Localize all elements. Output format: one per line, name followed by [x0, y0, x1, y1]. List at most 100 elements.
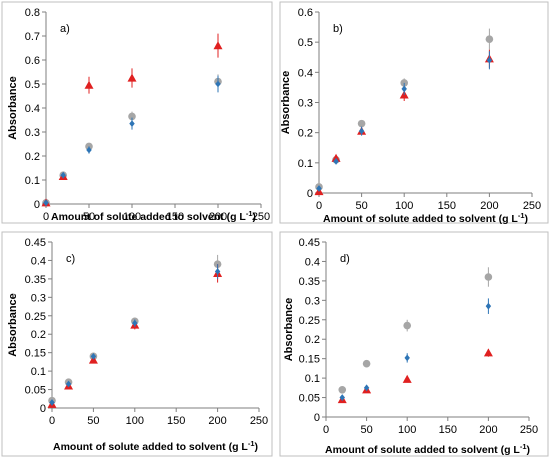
data-point-triangle — [213, 41, 223, 50]
data-point-diamond — [129, 120, 135, 127]
data-point-triangle — [483, 348, 493, 357]
panel-frame — [279, 1, 549, 224]
y-tick-label: 0.5 — [298, 37, 313, 49]
panel-frame — [1, 231, 273, 457]
data-point-diamond — [214, 268, 221, 275]
data-point-diamond — [49, 399, 55, 406]
x-axis-label: Amount of solute added to solvent (g L-1… — [323, 211, 528, 225]
data-point-diamond — [486, 56, 493, 64]
panel-label: a) — [60, 23, 70, 35]
y-tick-label: 0.1 — [31, 366, 46, 378]
y-tick-label: 0.4 — [305, 256, 320, 268]
x-tick-label: 200 — [479, 424, 497, 436]
y-tick-label: 0 — [40, 403, 46, 415]
data-point-diamond — [60, 171, 66, 179]
data-point-circle — [403, 321, 412, 330]
y-tick-label: 0 — [34, 199, 40, 211]
y-axis-label: Absorbance — [7, 293, 19, 357]
x-tick-label: 100 — [126, 415, 144, 427]
y-axis-label: Absorbance — [7, 76, 19, 140]
x-tick-label: 250 — [250, 415, 268, 427]
data-point-circle — [128, 112, 136, 121]
y-tick-label: 0.3 — [31, 292, 46, 304]
panel-label: c) — [66, 253, 75, 265]
data-point-triangle — [331, 153, 341, 162]
y-tick-label: 0.15 — [299, 354, 320, 366]
panel-frame — [1, 1, 273, 224]
y-tick-label: 0.4 — [298, 67, 313, 79]
x-axis-label: Amount of solute added to solvent (g L-1… — [53, 439, 258, 453]
y-axis-label: Absorbance — [280, 71, 292, 135]
chart-panel-3: 0 0.05 0.1 0.15 0.2 0.25 0.3 0.35 0.4 0.45 0 50 100 1… — [1, 231, 273, 457]
data-point-diamond — [363, 384, 370, 392]
chart-panel-4: 0 0.05 0.1 0.15 0.2 0.25 0.3 0.35 0.4 0.45 0 50 100 1… — [279, 231, 549, 457]
y-axis-label: Absorbance — [283, 298, 295, 362]
data-point-diamond — [401, 85, 407, 93]
x-tick-label: 150 — [167, 415, 185, 427]
x-tick-label: 50 — [360, 424, 372, 436]
y-tick-label: 0.3 — [298, 98, 313, 110]
x-tick-label: 250 — [520, 424, 538, 436]
y-tick-label: 0.25 — [25, 311, 46, 323]
x-tick-label: 200 — [209, 211, 227, 223]
x-tick-label: 50 — [83, 211, 95, 223]
y-tick-label: 0.35 — [25, 274, 46, 286]
x-tick-label: 250 — [252, 211, 270, 223]
x-axis-label: Amount of solute added to solvent (g L-1… — [51, 209, 256, 223]
x-tick-label: 0 — [49, 415, 55, 427]
x-tick-label: 200 — [208, 415, 226, 427]
data-point-circle — [400, 79, 409, 87]
data-point-diamond — [316, 185, 322, 192]
x-tick-label: 150 — [166, 211, 184, 223]
panel-frame — [279, 231, 549, 457]
y-tick-label: 0.2 — [305, 334, 320, 346]
y-tick-label: 0.4 — [31, 255, 46, 267]
y-tick-label: 0.3 — [305, 295, 320, 307]
data-point-circle — [338, 385, 347, 394]
data-point-diamond — [215, 80, 221, 88]
y-tick-label: 0.2 — [298, 128, 313, 140]
y-tick-label: 0.1 — [305, 373, 320, 385]
x-tick-label: 50 — [87, 415, 99, 427]
y-tick-label: 0.45 — [25, 237, 46, 249]
x-tick-label: 0 — [43, 211, 49, 223]
x-tick-label: 250 — [523, 200, 541, 212]
x-tick-label: 50 — [355, 200, 367, 212]
data-point-diamond — [86, 146, 92, 154]
x-tick-label: 150 — [438, 200, 456, 212]
y-tick-label: 0.3 — [25, 127, 40, 139]
y-tick-label: 0.5 — [25, 79, 40, 91]
y-tick-label: 0.6 — [298, 7, 313, 19]
panel-label: d) — [340, 253, 350, 265]
x-tick-label: 200 — [480, 200, 498, 212]
x-tick-label: 100 — [398, 424, 416, 436]
data-point-diamond — [43, 199, 49, 207]
panel-label: b) — [333, 23, 343, 35]
data-point-diamond — [339, 394, 345, 401]
data-point-triangle — [127, 73, 137, 82]
y-tick-label: 0.15 — [25, 348, 46, 360]
data-point-diamond — [132, 319, 138, 327]
data-point-diamond — [65, 380, 72, 388]
y-tick-label: 0.7 — [25, 31, 40, 43]
data-point-circle — [484, 273, 493, 281]
y-tick-label: 0.1 — [25, 175, 40, 187]
y-tick-label: 0.45 — [299, 237, 320, 249]
data-point-diamond — [485, 302, 492, 310]
y-tick-label: 0.1 — [298, 158, 313, 170]
x-axis-label: Amount of solute added to solvent (g L-1… — [325, 442, 530, 456]
x-tick-label: 100 — [395, 200, 413, 212]
data-point-diamond — [404, 354, 410, 362]
chart-panel-1: 0 0.1 0.2 0.3 0.4 0.5 0.6 0.7 0.8 0 50 100 150 200 250… — [1, 1, 273, 224]
y-tick-label: 0.05 — [299, 393, 320, 405]
data-point-circle — [362, 359, 371, 368]
y-tick-label: 0.35 — [299, 276, 320, 288]
x-tick-label: 0 — [323, 424, 329, 436]
y-tick-label: 0 — [314, 412, 320, 424]
data-point-diamond — [90, 352, 97, 360]
x-tick-label: 100 — [123, 211, 141, 223]
y-tick-label: 0.05 — [25, 385, 46, 397]
y-tick-label: 0.8 — [25, 7, 40, 19]
